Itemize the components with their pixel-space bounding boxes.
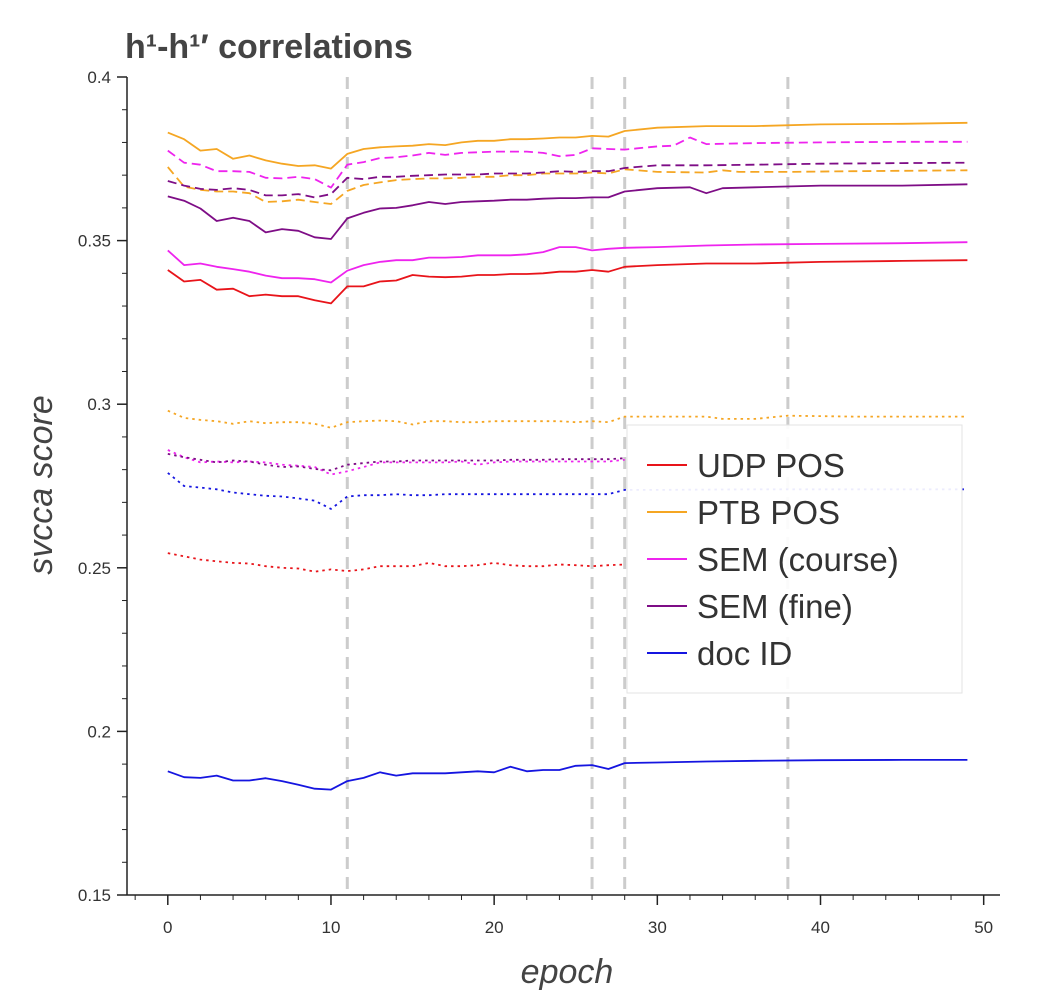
x-tick-label-4: 40 [811, 918, 830, 937]
series-layer [167, 121, 968, 791]
y-tick-label-4: 0.35 [78, 232, 111, 251]
legend-label-3: SEM (fine) [697, 588, 853, 625]
legend-label-0: UDP POS [697, 447, 845, 484]
series-line-sem-fine [167, 183, 968, 240]
series-line-sem-course [167, 241, 968, 284]
series-line-sem-fine-dashed [167, 161, 968, 199]
y-tick-label-0: 0.15 [78, 886, 111, 905]
y-axis-label: svcca score [22, 395, 60, 575]
series-line-doc-id [167, 759, 968, 791]
series-line-doc-id-dotted [167, 472, 968, 510]
y-tick-label-5: 0.4 [87, 68, 111, 87]
series-line-udp-pos [167, 259, 968, 305]
legend-label-4: doc ID [697, 635, 792, 672]
series-line-sem-course-dotted [167, 449, 625, 476]
legend-label-1: PTB POS [697, 494, 840, 531]
x-tick-label-3: 30 [648, 918, 667, 937]
y-tick-label-2: 0.25 [78, 559, 111, 578]
y-tick-label-3: 0.3 [87, 395, 111, 414]
chart-title: h¹-h¹′ correlations [125, 28, 413, 66]
legend: UDP POS PTB POS SEM (course) SEM (fine) doc … [626, 424, 963, 694]
series-line-ptb-pos [167, 121, 968, 170]
legend-label-2: SEM (course) [697, 541, 899, 578]
series-line-udp-pos-dotted [167, 552, 625, 573]
x-tick-label-1: 10 [322, 918, 341, 937]
y-tick-label-1: 0.2 [87, 722, 111, 741]
x-axis-label: epoch [521, 953, 614, 991]
x-tick-label-2: 20 [485, 918, 504, 937]
axes-layer: 0.15 0.2 0.25 0.3 0.35 0.4 0 10 20 30 40 50 [78, 68, 1000, 937]
x-tick-label-0: 0 [163, 918, 172, 937]
series-line-sem-course-dashed [167, 136, 968, 189]
x-tick-label-5: 50 [974, 918, 993, 937]
series-line-ptb-pos-dashed [167, 166, 968, 205]
